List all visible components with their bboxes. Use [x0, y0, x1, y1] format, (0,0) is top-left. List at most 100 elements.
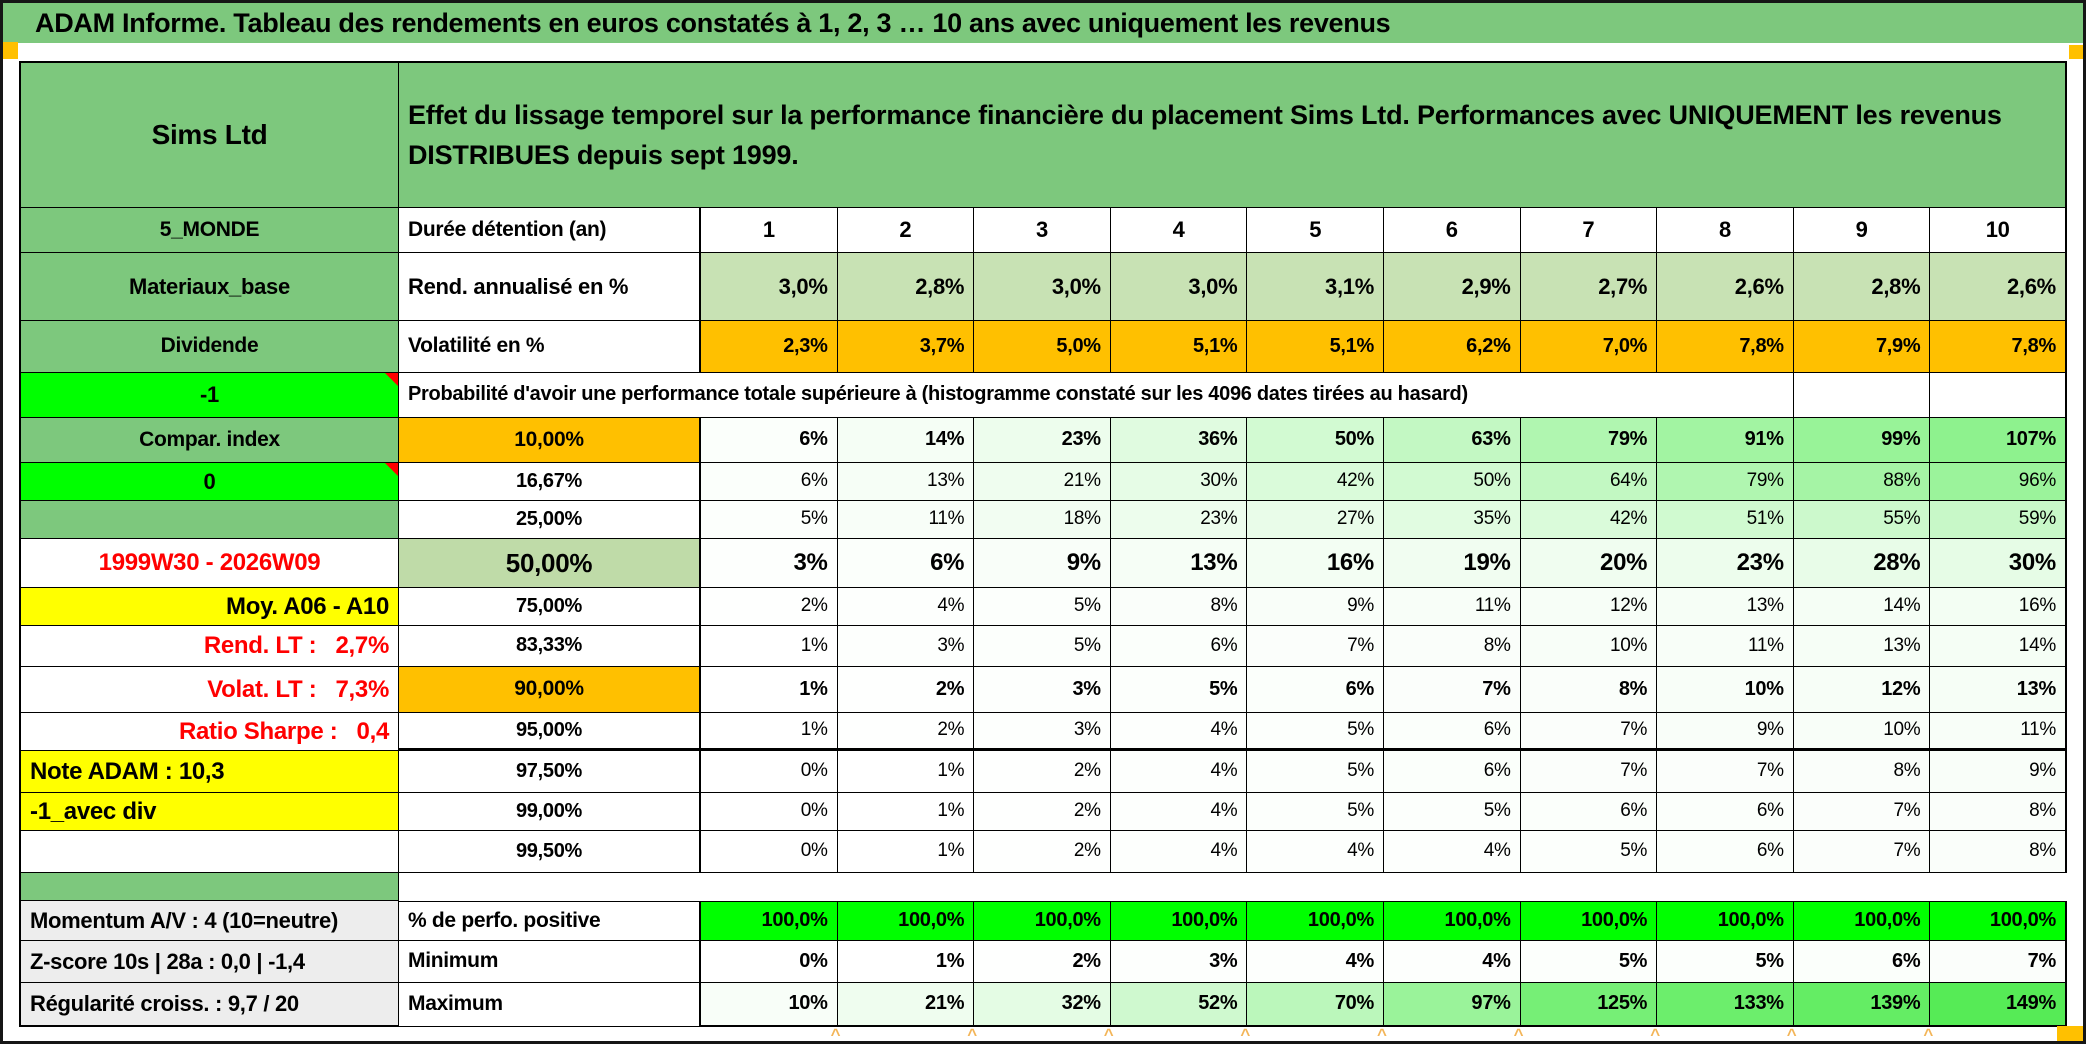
row-label-cell[interactable]: 50,00%	[399, 539, 701, 588]
value-cell[interactable]: 2%	[974, 793, 1111, 831]
value-cell[interactable]: 149%	[1930, 983, 2067, 1027]
value-cell[interactable]: 91%	[1657, 418, 1794, 463]
value-cell[interactable]: 100,0%	[1247, 901, 1384, 941]
value-cell[interactable]: 5%	[1247, 713, 1384, 751]
value-cell[interactable]: 0%	[701, 941, 838, 983]
value-cell[interactable]: 23%	[974, 418, 1111, 463]
value-cell[interactable]: 2%	[974, 941, 1111, 983]
value-cell[interactable]: 11%	[1657, 626, 1794, 667]
left-label-cell[interactable]: Rend. LT : 2,7%	[19, 626, 399, 667]
value-cell[interactable]: 9%	[1930, 751, 2067, 793]
value-cell[interactable]: 35%	[1383, 501, 1521, 539]
value-cell[interactable]: 3,0%	[701, 253, 838, 321]
value-cell[interactable]: 6	[1383, 208, 1521, 253]
left-label-cell[interactable]: Régularité croiss. : 9,7 / 20	[19, 983, 399, 1027]
value-cell[interactable]: 10	[1930, 208, 2067, 253]
value-cell[interactable]: 100,0%	[701, 901, 838, 941]
value-cell[interactable]: 6%	[837, 539, 975, 588]
value-cell[interactable]: 3,7%	[837, 321, 975, 373]
value-cell[interactable]: 2%	[701, 588, 838, 626]
value-cell[interactable]: 3,0%	[1110, 253, 1248, 321]
value-cell[interactable]: 7%	[1520, 751, 1658, 793]
value-cell[interactable]: 1%	[837, 751, 975, 793]
left-label-cell[interactable]: 5_MONDE	[19, 208, 399, 253]
value-cell[interactable]: 6%	[1657, 793, 1794, 831]
value-cell[interactable]: 7,8%	[1657, 321, 1794, 373]
value-cell[interactable]: 19%	[1383, 539, 1521, 588]
value-cell[interactable]: 96%	[1930, 463, 2067, 501]
value-cell[interactable]: 7,9%	[1793, 321, 1931, 373]
value-cell[interactable]: 11%	[1930, 713, 2067, 751]
value-cell[interactable]: 4%	[1383, 941, 1521, 983]
row-label-cell[interactable]: Maximum	[399, 983, 701, 1027]
value-cell[interactable]: 3%	[837, 626, 975, 667]
value-cell[interactable]: 10%	[701, 983, 838, 1027]
value-cell[interactable]	[1930, 373, 2067, 418]
value-cell[interactable]	[1793, 373, 1931, 418]
value-cell[interactable]: 2%	[974, 751, 1111, 793]
value-cell[interactable]: 14%	[1930, 626, 2067, 667]
left-label-cell[interactable]: Volat. LT : 7,3%	[19, 667, 399, 713]
value-cell[interactable]: 5%	[1247, 793, 1384, 831]
row-label-cell[interactable]: Rend. annualisé en %	[399, 253, 701, 321]
value-cell[interactable]: 23%	[1657, 539, 1794, 588]
description-cell[interactable]: Effet du lissage temporel sur la perform…	[399, 61, 2067, 208]
value-cell[interactable]: 4%	[1247, 941, 1384, 983]
value-cell[interactable]: 7%	[1247, 626, 1384, 667]
left-label-cell[interactable]: 1999W30 - 2026W09	[19, 539, 399, 588]
left-label-cell[interactable]: Materiaux_base	[19, 253, 399, 321]
value-cell[interactable]: 9	[1793, 208, 1931, 253]
value-cell[interactable]: 5%	[1657, 941, 1794, 983]
value-cell[interactable]: 133%	[1657, 983, 1794, 1027]
value-cell[interactable]: 2,8%	[837, 253, 975, 321]
value-cell[interactable]: 10%	[1520, 626, 1658, 667]
value-cell[interactable]: 5%	[974, 588, 1111, 626]
value-cell[interactable]: 6%	[1520, 793, 1658, 831]
value-cell[interactable]: 99%	[1793, 418, 1931, 463]
value-cell[interactable]: 63%	[1383, 418, 1521, 463]
left-label-cell[interactable]: -1_avec div	[19, 793, 399, 831]
value-cell[interactable]: 1%	[837, 941, 975, 983]
value-cell[interactable]: 100,0%	[974, 901, 1111, 941]
value-cell[interactable]: 3,0%	[974, 253, 1111, 321]
value-cell[interactable]: 64%	[1520, 463, 1658, 501]
value-cell[interactable]: 6%	[701, 418, 838, 463]
value-cell[interactable]: 100,0%	[1520, 901, 1658, 941]
value-cell[interactable]: 7,8%	[1930, 321, 2067, 373]
row-label-cell[interactable]: 95,00%	[399, 713, 701, 751]
left-label-cell[interactable]: Sims Ltd	[19, 61, 399, 208]
value-cell[interactable]: 2%	[837, 667, 975, 713]
row-label-cell[interactable]: % de perfo. positive	[399, 901, 701, 941]
value-cell[interactable]: 52%	[1110, 983, 1248, 1027]
value-cell[interactable]: 8%	[1110, 588, 1248, 626]
left-label-cell[interactable]: Momentum A/V : 4 (10=neutre)	[19, 901, 399, 941]
value-cell[interactable]: 4%	[1110, 751, 1248, 793]
row-label-cell[interactable]: 75,00%	[399, 588, 701, 626]
value-cell[interactable]: 1%	[701, 667, 838, 713]
value-cell[interactable]: 0%	[701, 751, 838, 793]
value-cell[interactable]: 100,0%	[1793, 901, 1931, 941]
value-cell[interactable]: 6%	[1383, 751, 1521, 793]
value-cell[interactable]: 4	[1110, 208, 1248, 253]
value-cell[interactable]: 11%	[1383, 588, 1521, 626]
value-cell[interactable]: 7,0%	[1520, 321, 1658, 373]
value-cell[interactable]: 125%	[1520, 983, 1658, 1027]
value-cell[interactable]: 10%	[1657, 667, 1794, 713]
left-label-cell[interactable]: 0	[19, 463, 399, 501]
value-cell[interactable]: 32%	[974, 983, 1111, 1027]
value-cell[interactable]: 42%	[1520, 501, 1658, 539]
row-label-cell[interactable]: 99,50%	[399, 831, 701, 873]
value-cell[interactable]: 13%	[1110, 539, 1248, 588]
row-label-cell[interactable]: Minimum	[399, 941, 701, 983]
row-label-cell[interactable]: 83,33%	[399, 626, 701, 667]
value-cell[interactable]: 100,0%	[1657, 901, 1794, 941]
value-cell[interactable]: 6%	[1383, 713, 1521, 751]
value-cell[interactable]: 23%	[1110, 501, 1248, 539]
value-cell[interactable]: 5,1%	[1247, 321, 1384, 373]
value-cell[interactable]: 6%	[1110, 626, 1248, 667]
value-cell[interactable]: 50%	[1247, 418, 1384, 463]
value-cell[interactable]: 36%	[1110, 418, 1248, 463]
value-cell[interactable]: 14%	[1793, 588, 1931, 626]
value-cell[interactable]: 13%	[1793, 626, 1931, 667]
value-cell[interactable]: 14%	[837, 418, 975, 463]
